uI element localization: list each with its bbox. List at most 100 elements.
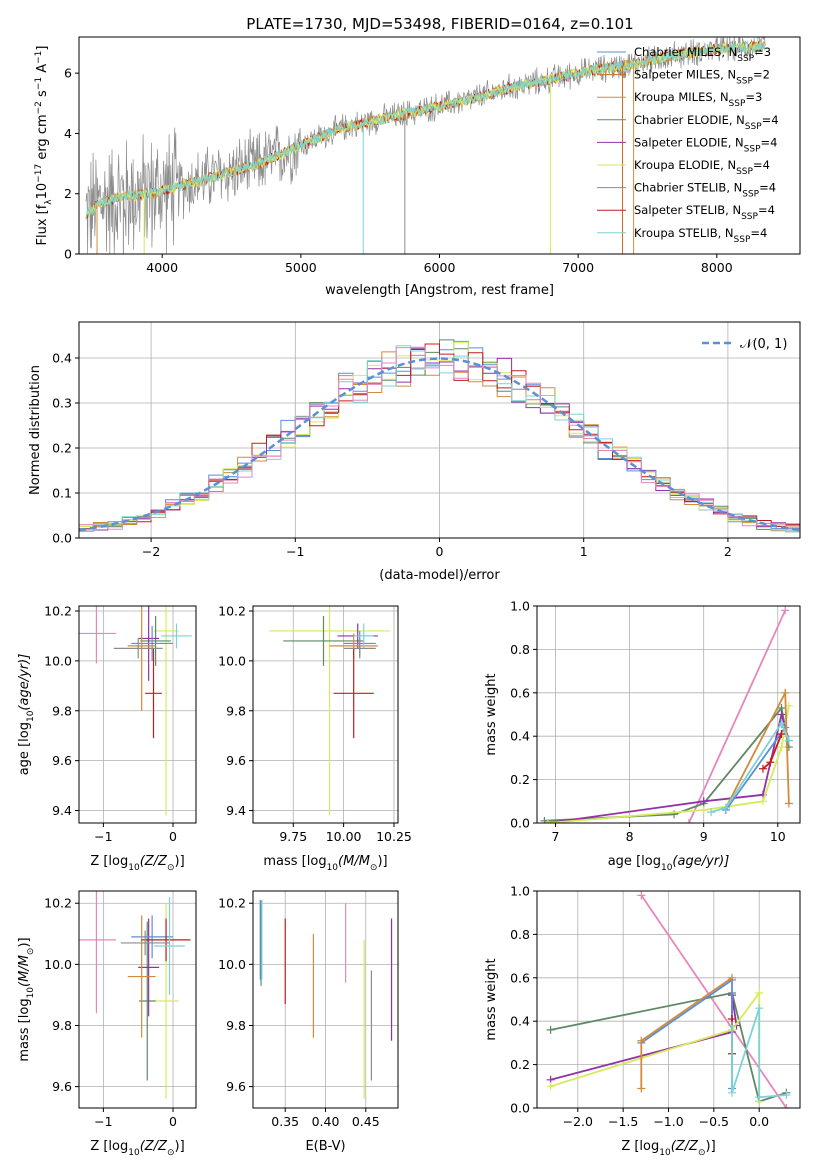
y-tick-label: 9.6 bbox=[226, 1079, 246, 1094]
label-part: Chabrier ELODIE, N bbox=[634, 113, 745, 127]
weight-point-marker bbox=[707, 808, 716, 817]
normal-curve-line bbox=[79, 357, 800, 532]
weight-point-marker bbox=[784, 799, 793, 808]
weight-point-marker bbox=[755, 1004, 764, 1013]
label-part: =4 bbox=[750, 226, 767, 240]
x-axis-label: age [log10(age/yr)] bbox=[608, 854, 730, 873]
weight-point-marker bbox=[727, 1088, 736, 1097]
label-part: )] bbox=[17, 937, 32, 947]
y-tick-label: 0.2 bbox=[510, 1057, 530, 1072]
mass-weight-vs-metallicity-panel: −2.0 −1.5 −1.0 −0.5 0.0 0.0 0.2 0.4 0.6 0.8 1.0 Z [… bbox=[484, 884, 801, 1158]
weight-point-marker bbox=[546, 1082, 555, 1091]
residual-histogram-step bbox=[79, 346, 800, 530]
label-part: )] bbox=[175, 854, 185, 869]
label-part: SSP bbox=[742, 190, 759, 200]
legend-entry: Kroupa ELODIE, NSSP=4 bbox=[634, 158, 770, 177]
y-tick-label: 0.6 bbox=[510, 970, 530, 985]
x-tick-label: 1 bbox=[580, 544, 588, 559]
label-part: SSP bbox=[744, 144, 761, 154]
label-part: =4 bbox=[759, 181, 776, 195]
y-tick-label: 10.2 bbox=[218, 603, 246, 618]
label-part: =4 bbox=[761, 135, 778, 149]
axes-frame bbox=[78, 890, 197, 1109]
weight-point-marker bbox=[758, 797, 767, 806]
x-axis-label: E(B-V) bbox=[305, 1139, 345, 1154]
label-part: −1 bbox=[34, 51, 44, 64]
label-part: ] bbox=[35, 46, 50, 51]
weight-point-marker bbox=[727, 973, 736, 982]
weight-series-line bbox=[688, 609, 787, 823]
label-part: 10 bbox=[35, 183, 50, 200]
y-tick-label: 10.0 bbox=[218, 653, 246, 668]
x-tick-label: 0 bbox=[169, 1114, 177, 1129]
x-tick-label: 0.45 bbox=[352, 1114, 380, 1129]
x-tick-label: 9.75 bbox=[279, 829, 307, 844]
label-part: (Z/Z bbox=[671, 1139, 699, 1154]
y-tick-label: 9.4 bbox=[52, 803, 72, 818]
weight-point-marker bbox=[721, 803, 730, 812]
weight-point-marker bbox=[637, 1036, 646, 1045]
weight-point-marker bbox=[684, 819, 693, 823]
y-axis-label: mass weight bbox=[484, 673, 499, 755]
legend-entry: Kroupa STELIB, NSSP=4 bbox=[634, 226, 767, 245]
residual-histogram-step bbox=[79, 347, 800, 532]
y-tick-label: 0.4 bbox=[510, 729, 530, 744]
y-tick-label: 10.0 bbox=[218, 957, 246, 972]
x-axis-label: Z [log10(Z/Z⊙)] bbox=[621, 1139, 715, 1158]
legend-entry: Chabrier STELIB, NSSP=4 bbox=[634, 181, 776, 200]
weight-point-marker bbox=[782, 1104, 791, 1108]
label-part: λ bbox=[44, 199, 54, 205]
label-part: Chabrier MILES, N bbox=[634, 45, 737, 59]
y-tick-label: 0.0 bbox=[52, 531, 72, 546]
x-tick-label: 0 bbox=[436, 544, 444, 559]
weight-point-marker bbox=[544, 819, 553, 823]
weight-series-line bbox=[550, 991, 787, 1103]
x-axis-label: wavelength [Angstrom, rest frame] bbox=[325, 283, 554, 298]
weight-point-marker bbox=[777, 710, 786, 719]
weight-point-marker bbox=[755, 988, 764, 997]
y-tick-label: 9.8 bbox=[226, 703, 246, 718]
weight-point-marker bbox=[782, 1090, 791, 1099]
y-tick-label: 0.8 bbox=[510, 642, 530, 657]
y-axis-label: Flux [fλ10−17 erg cm−2 s−1 A−1] bbox=[34, 46, 54, 246]
label-part: =3 bbox=[745, 90, 762, 104]
label-part: mass [log bbox=[263, 854, 326, 869]
label-part: s bbox=[35, 90, 50, 101]
label-part: Kroupa ELODIE, N bbox=[634, 158, 736, 172]
weight-point-marker bbox=[546, 1025, 555, 1034]
x-tick-label: −1.5 bbox=[608, 1114, 638, 1129]
y-tick-label: 0.4 bbox=[510, 1014, 530, 1029]
histogram-plot-area bbox=[79, 339, 800, 533]
y-axis-label: age [log10(age/yr)] bbox=[17, 654, 36, 776]
weight-point-marker bbox=[781, 688, 790, 697]
y-tick-label: 0.0 bbox=[510, 816, 530, 831]
label-part: SSP bbox=[734, 235, 751, 245]
y-tick-label: 9.6 bbox=[226, 753, 246, 768]
x-tick-label: 0.40 bbox=[312, 1114, 340, 1129]
weight-point-marker bbox=[784, 736, 793, 745]
y-tick-label: 4 bbox=[64, 126, 72, 141]
x-tick-label: 5000 bbox=[285, 260, 317, 275]
x-tick-label: 8000 bbox=[701, 260, 733, 275]
x-axis-label: Z [log10(Z/Z⊙)] bbox=[90, 1139, 184, 1158]
weight-point-marker bbox=[766, 758, 775, 767]
residual-histogram-step bbox=[79, 341, 800, 532]
label-part: Chabrier STELIB, N bbox=[634, 181, 742, 195]
label-part: Z [log bbox=[90, 1139, 128, 1154]
y-tick-label: 0.3 bbox=[52, 396, 72, 411]
label-part: SSP bbox=[745, 122, 762, 132]
axes-frame bbox=[252, 605, 399, 824]
y-axis-label: mass [log10(M/M⊙)] bbox=[17, 937, 36, 1061]
weight-point-marker bbox=[758, 764, 767, 773]
y-tick-label: 9.8 bbox=[52, 1018, 72, 1033]
label-part: ⊙ bbox=[167, 863, 175, 873]
label-part: )] bbox=[706, 1139, 716, 1154]
weight-point-marker bbox=[781, 606, 790, 615]
y-tick-label: 6 bbox=[64, 66, 72, 81]
label-part: Kroupa STELIB, N bbox=[634, 226, 734, 240]
label-part: (Z/Z bbox=[140, 854, 168, 869]
label-part: )] bbox=[175, 1139, 185, 1154]
x-tick-label: 7000 bbox=[562, 260, 594, 275]
label-part: 10 bbox=[659, 1148, 671, 1158]
